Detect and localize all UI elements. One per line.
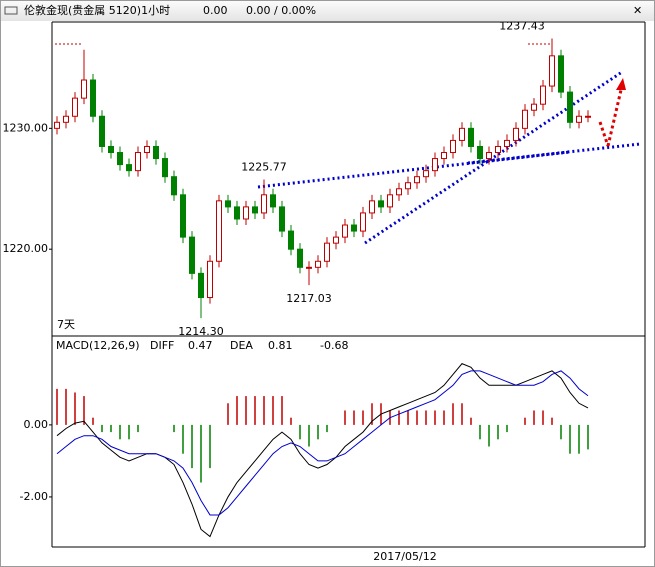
candle-body <box>252 206 258 214</box>
y-tick-label: 0.00 <box>24 418 49 431</box>
candle-body <box>558 55 564 93</box>
candle-body <box>63 115 69 123</box>
candle-body <box>198 272 204 299</box>
candle-body <box>216 200 222 262</box>
candle-body <box>315 260 321 268</box>
candle-body <box>396 188 402 196</box>
candle-body <box>432 158 438 172</box>
legend-name: DIFF <box>150 339 174 352</box>
candle-body <box>414 176 420 184</box>
header-icon <box>4 6 18 15</box>
candle-body <box>342 224 348 238</box>
candle-body <box>513 127 519 141</box>
candle-body <box>117 152 123 166</box>
candle-body <box>279 206 285 232</box>
candle-body <box>450 139 456 154</box>
macd-title: MACD(12,26,9) <box>56 339 140 352</box>
candle-body <box>144 145 150 154</box>
close-button[interactable]: ✕ <box>633 4 642 17</box>
price-annotation: 1214.30 <box>178 325 224 338</box>
candle-body <box>468 127 474 147</box>
candle-body <box>306 266 312 269</box>
candle-body <box>423 170 429 178</box>
candle-body <box>387 194 393 208</box>
candle-body <box>486 152 492 160</box>
candle-body <box>135 152 141 172</box>
candle-body <box>360 212 366 232</box>
arrow-head <box>616 78 626 90</box>
candle-body <box>549 55 555 87</box>
candle-body <box>207 260 213 299</box>
candle-body <box>459 127 465 141</box>
candle-body <box>225 200 231 208</box>
candle-body <box>54 121 60 129</box>
change: 0.00 / 0.00% <box>246 4 316 17</box>
candle-body <box>243 206 249 220</box>
candle-body <box>531 103 537 111</box>
legend-name: DEA <box>230 339 253 352</box>
y-tick-label: 1220.00 <box>3 242 49 255</box>
candle-body <box>324 242 330 262</box>
x-label: 2017/05/12 <box>373 550 436 563</box>
macd-line <box>56 370 589 516</box>
legend-value: -0.68 <box>320 339 348 352</box>
price-annotation: 1225.77 <box>241 160 287 173</box>
candle-body <box>99 115 105 147</box>
candle-body <box>369 200 375 214</box>
candle-body <box>297 248 303 268</box>
candle-body <box>90 79 96 117</box>
candle-body <box>333 236 339 244</box>
candle-body <box>171 176 177 196</box>
candle-body <box>378 200 384 208</box>
candle-body <box>261 194 267 214</box>
candle-body <box>81 79 87 99</box>
candle-body <box>351 224 357 232</box>
macd-line <box>56 363 589 538</box>
y-tick-label: -2.00 <box>20 490 48 503</box>
candle-body <box>153 145 159 160</box>
candle-body <box>126 164 132 172</box>
price: 0.00 <box>203 4 228 17</box>
candle-body <box>441 152 447 160</box>
candle-body <box>576 115 582 123</box>
candle-body <box>234 206 240 220</box>
legend-value: 0.47 <box>188 339 213 352</box>
candle-body <box>405 182 411 190</box>
candle-body <box>585 115 591 118</box>
candle-body <box>540 85 546 105</box>
candle-body <box>108 145 114 154</box>
candle-body <box>288 230 294 250</box>
legend-value: 0.81 <box>268 339 293 352</box>
candle-body <box>504 139 510 147</box>
price-annotation: 1217.03 <box>286 292 332 305</box>
header-bar <box>1 1 654 21</box>
price-annotation: 1237.43 <box>499 20 545 33</box>
candle-body <box>477 145 483 160</box>
candle-body <box>189 236 195 274</box>
trend-lines <box>257 70 641 245</box>
candle-body <box>180 194 186 238</box>
candle-body <box>567 91 573 123</box>
candle-body <box>72 97 78 117</box>
candle-body <box>495 145 501 154</box>
period-label: 7天 <box>57 318 75 331</box>
candle-body <box>270 194 276 208</box>
forecast-arrow <box>598 89 623 147</box>
y-tick-label: 1230.00 <box>3 121 49 134</box>
candle-body <box>522 109 528 129</box>
chart-title: 伦敦金现(贵金属 5120)1小时 <box>24 3 170 17</box>
candle-body <box>162 158 168 178</box>
